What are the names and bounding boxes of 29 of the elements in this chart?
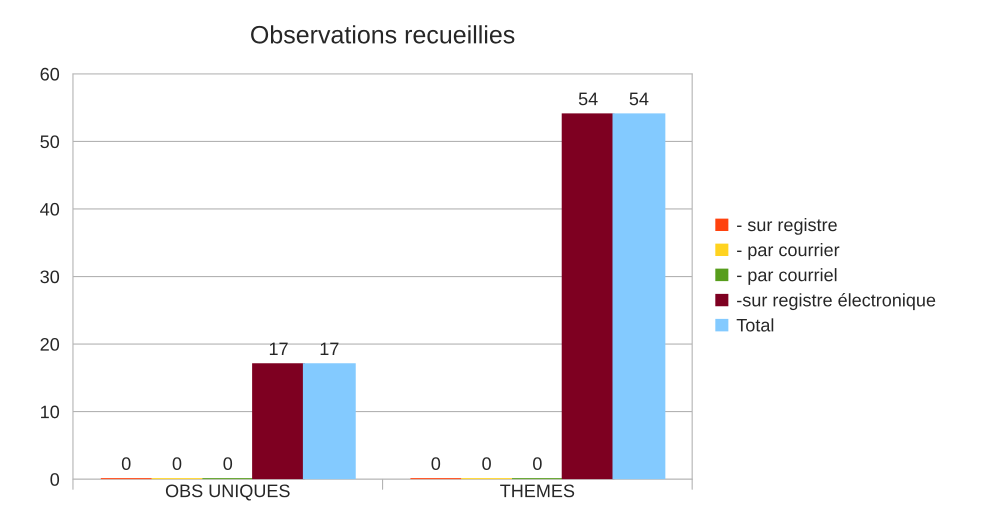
legend-label: - par courrier xyxy=(737,243,840,260)
bar xyxy=(302,363,356,480)
y-tick-label: 30 xyxy=(40,270,60,284)
data-label: 0 xyxy=(533,457,542,470)
data-label: 17 xyxy=(320,342,338,356)
chart-title: Observations recueillies xyxy=(251,25,514,44)
legend-label: - par courriel xyxy=(737,268,836,285)
x-tick-label: THEMES xyxy=(500,484,574,498)
y-tick-label: 10 xyxy=(41,406,60,418)
data-label: 54 xyxy=(630,92,648,106)
legend-label: - sur registre xyxy=(737,218,837,235)
data-label: 0 xyxy=(172,457,182,470)
bar xyxy=(252,363,305,480)
data-label: 0 xyxy=(432,457,440,470)
y-tick-label: 0 xyxy=(50,473,60,486)
data-label: 17 xyxy=(270,342,288,356)
y-tick-label: 50 xyxy=(40,135,60,148)
data-label: 0 xyxy=(122,457,131,470)
y-tick-label: 60 xyxy=(40,68,60,81)
data-label: 54 xyxy=(578,92,598,106)
data-label: 0 xyxy=(482,457,491,470)
bar xyxy=(612,113,666,480)
legend-label: Total xyxy=(736,318,774,332)
x-tick-label: OBS UNIQUES xyxy=(166,484,290,500)
y-tick-label: 40 xyxy=(40,202,60,216)
bar xyxy=(562,113,615,480)
y-tick-label: 20 xyxy=(40,338,60,351)
legend-label: -sur registre électronique xyxy=(737,293,936,310)
data-label: 0 xyxy=(223,457,232,470)
